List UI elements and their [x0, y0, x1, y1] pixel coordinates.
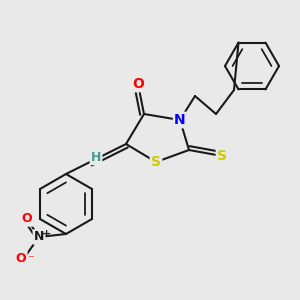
Text: O: O	[22, 212, 32, 226]
Text: S: S	[151, 155, 161, 169]
Text: S: S	[217, 149, 227, 163]
Text: N: N	[34, 230, 44, 244]
Text: H: H	[91, 151, 101, 164]
Text: ⁻: ⁻	[27, 253, 33, 266]
Text: O: O	[132, 77, 144, 91]
Text: O: O	[16, 251, 26, 265]
Text: N: N	[174, 113, 186, 127]
Text: +: +	[42, 229, 51, 239]
